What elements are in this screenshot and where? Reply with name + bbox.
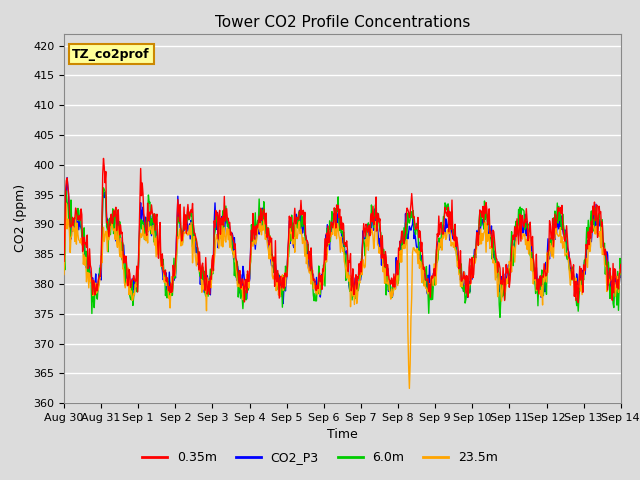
Legend: 0.35m, CO2_P3, 6.0m, 23.5m: 0.35m, CO2_P3, 6.0m, 23.5m: [137, 446, 503, 469]
Title: Tower CO2 Profile Concentrations: Tower CO2 Profile Concentrations: [214, 15, 470, 30]
Text: TZ_co2prof: TZ_co2prof: [72, 48, 150, 60]
Y-axis label: CO2 (ppm): CO2 (ppm): [15, 184, 28, 252]
X-axis label: Time: Time: [327, 429, 358, 442]
